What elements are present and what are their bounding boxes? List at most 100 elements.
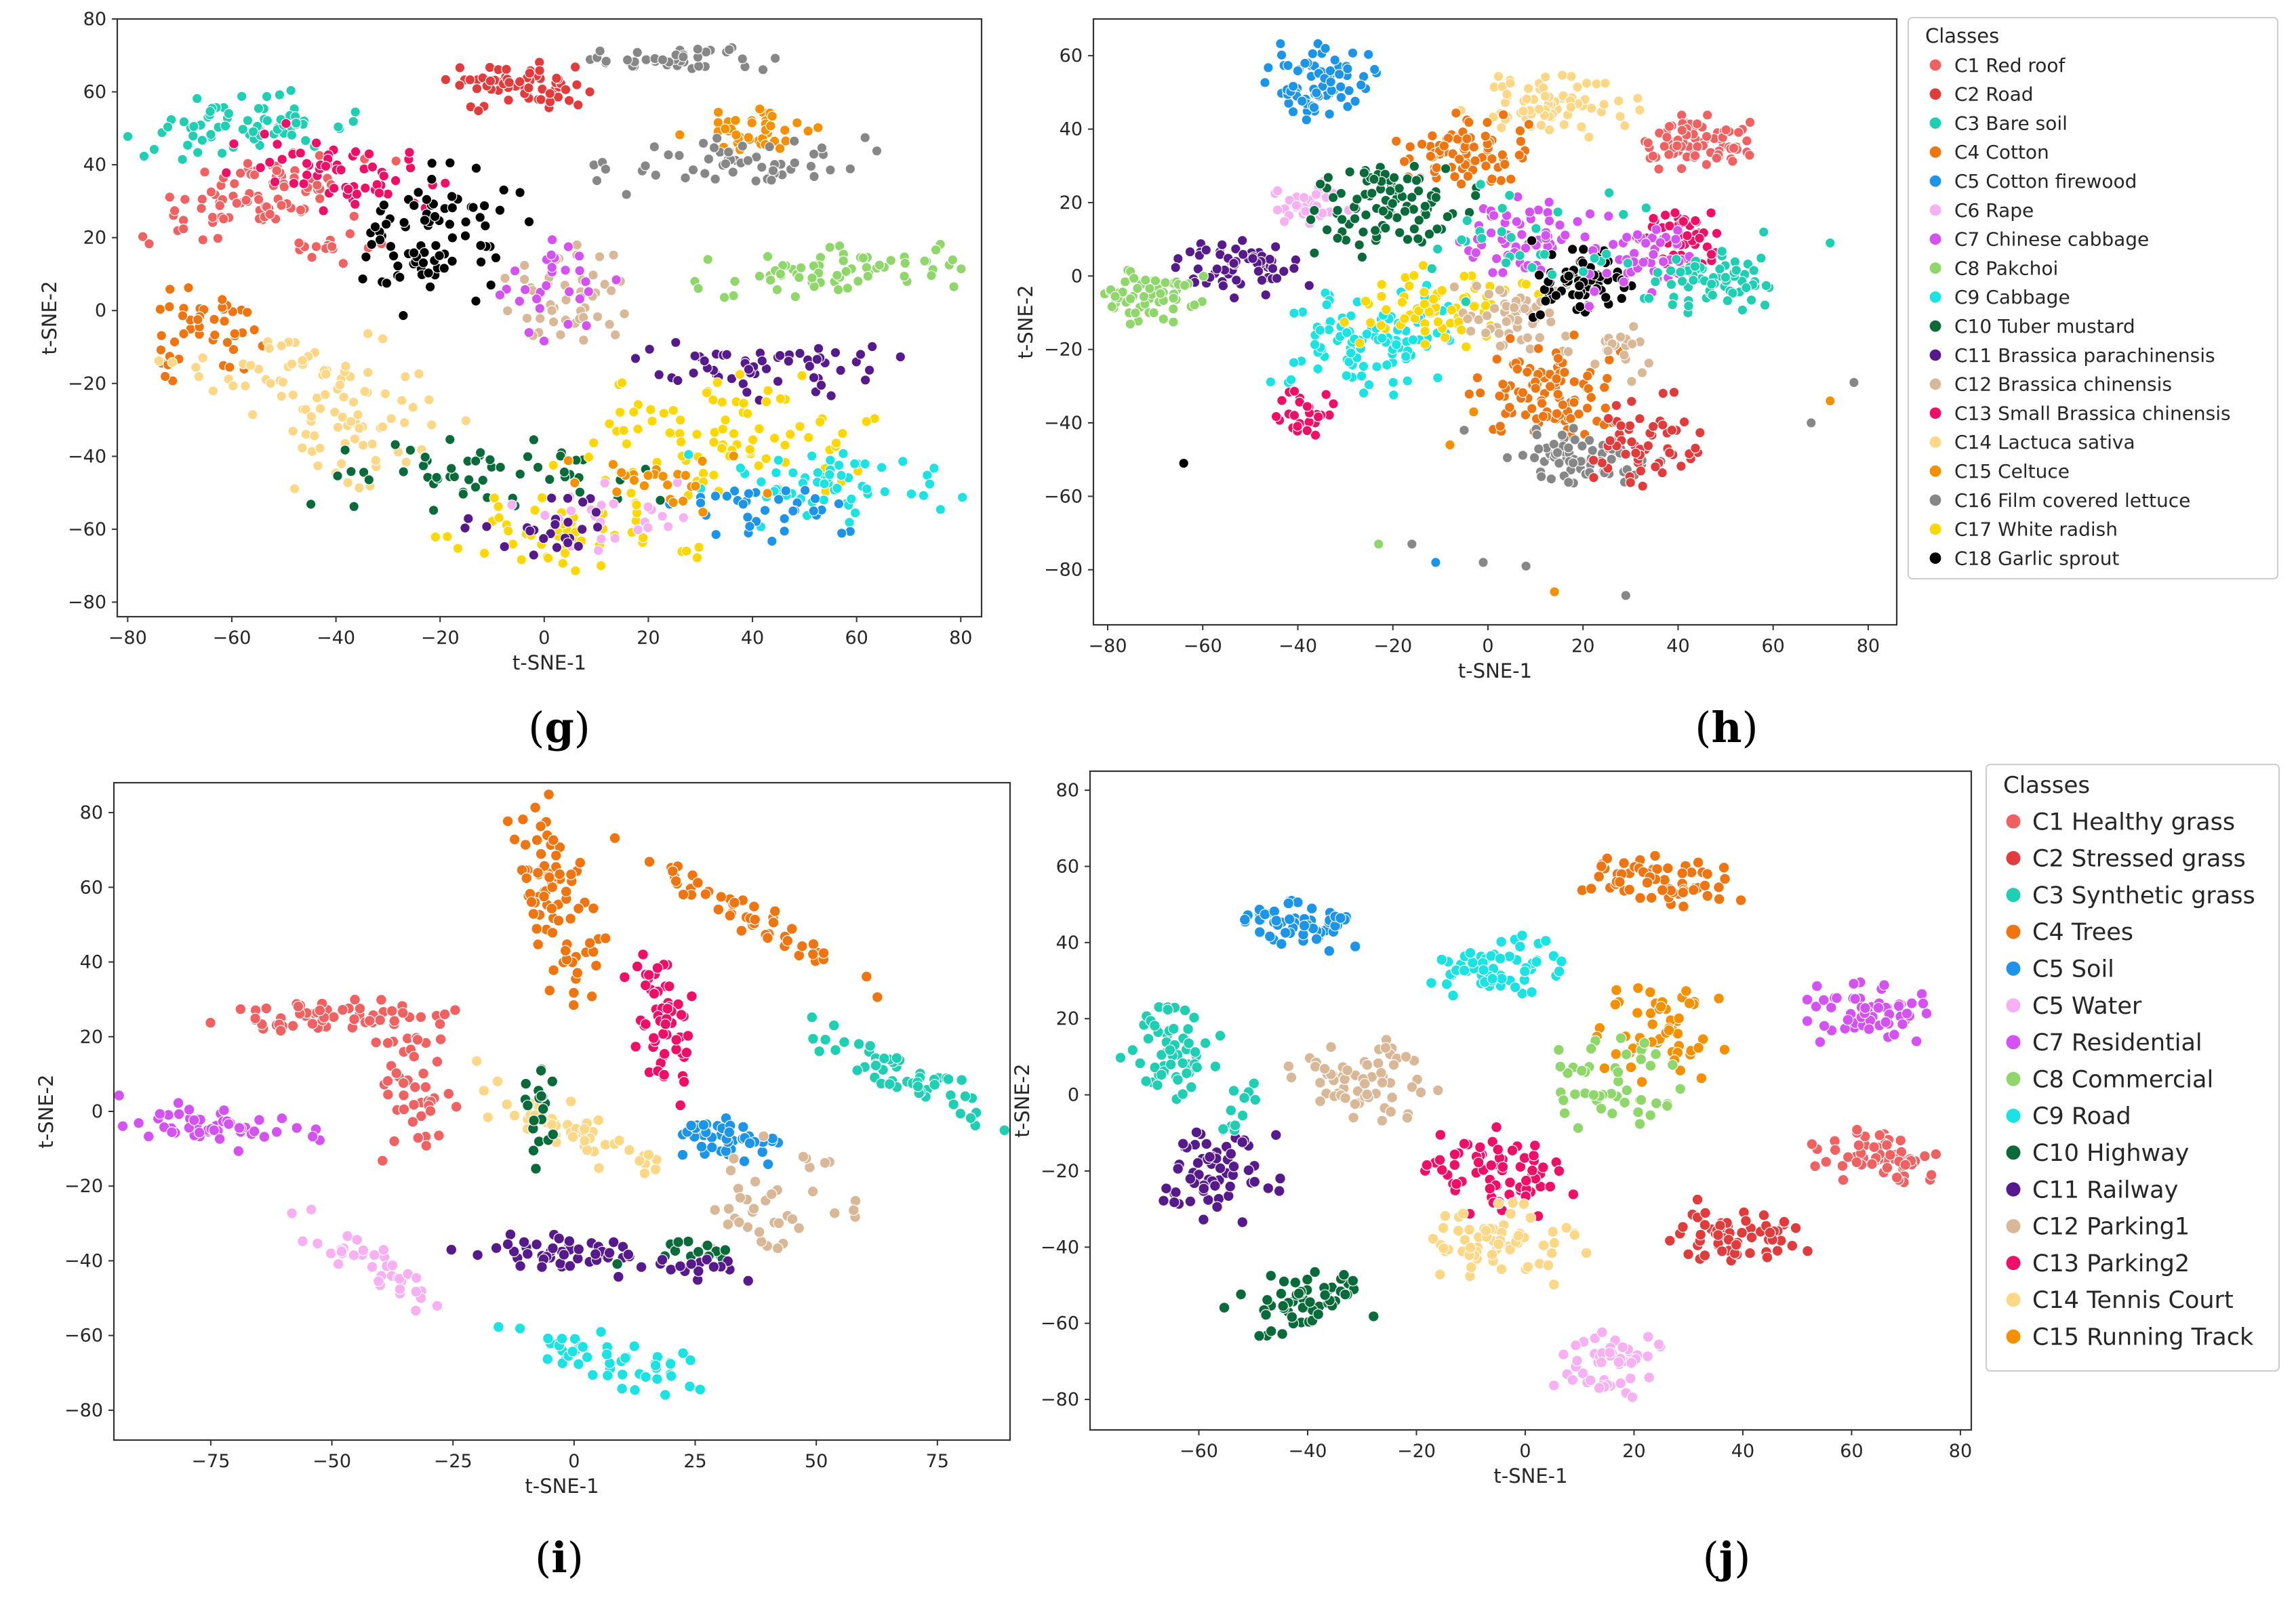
data-point [1620, 590, 1632, 601]
data-point [1520, 279, 1531, 290]
data-point [574, 265, 585, 276]
data-point [1565, 413, 1576, 424]
data-point [485, 454, 496, 466]
data-point [703, 153, 714, 165]
data-point [702, 253, 714, 265]
data-point [1542, 1259, 1554, 1271]
data-point [538, 533, 549, 544]
data-point [1332, 232, 1343, 244]
data-point [1214, 1029, 1226, 1042]
data-point [1893, 1000, 1905, 1012]
data-point [177, 154, 188, 165]
data-point [1582, 370, 1593, 382]
data-point [1778, 1216, 1790, 1228]
data-point [1158, 1195, 1169, 1207]
data-point [1556, 70, 1568, 81]
data-point [837, 428, 848, 439]
data-point [717, 424, 729, 434]
data-point [698, 506, 708, 518]
data-point [754, 104, 765, 115]
data-point [675, 1009, 687, 1021]
legend-label: C4 Trees [2032, 919, 2133, 946]
data-point [274, 89, 285, 100]
data-point [1691, 118, 1703, 129]
data-point [1425, 977, 1437, 989]
data-point [1664, 220, 1675, 232]
data-point [366, 239, 377, 250]
data-point [1569, 1088, 1581, 1101]
data-point [463, 474, 475, 485]
data-point [1678, 416, 1690, 428]
data-point [1526, 235, 1537, 246]
data-point [1290, 254, 1302, 266]
data-point [357, 273, 368, 285]
legend-marker [1929, 117, 1941, 129]
data-point [1522, 367, 1533, 377]
data-point [240, 380, 251, 392]
cluster-c18 [1526, 235, 1637, 323]
data-point [650, 169, 662, 181]
data-point [520, 1078, 532, 1090]
data-point [310, 241, 322, 252]
data-point [241, 306, 253, 318]
data-point [209, 329, 220, 341]
data-point [726, 373, 738, 384]
data-point [475, 240, 486, 251]
data-point [1371, 361, 1382, 372]
legend-item: C14 Tennis Court [2006, 1287, 2234, 1314]
data-point [631, 499, 642, 510]
data-point [420, 1140, 432, 1151]
data-point [564, 1260, 576, 1272]
cluster-c11 [1170, 234, 1315, 304]
data-point [1728, 142, 1739, 154]
data-point [809, 493, 821, 504]
data-point [607, 459, 619, 470]
data-point [394, 272, 405, 283]
data-point [1661, 862, 1674, 874]
data-point [1297, 96, 1308, 106]
data-point [478, 1085, 490, 1096]
data-point [501, 1099, 513, 1110]
data-point [418, 460, 429, 472]
data-point [362, 328, 374, 340]
data-point [342, 184, 354, 194]
data-point [1396, 297, 1408, 308]
data-point [664, 427, 675, 438]
data-point [708, 436, 719, 448]
data-point [764, 141, 775, 152]
legend-item: C6 Rape [1929, 199, 2034, 222]
data-point [1236, 1136, 1249, 1148]
data-point [1341, 370, 1352, 382]
legend-item: C9 Cabbage [1929, 286, 2070, 308]
data-point [1825, 237, 1836, 249]
data-point [235, 1003, 247, 1015]
data-point [1481, 310, 1493, 321]
data-point [670, 337, 681, 348]
legend-item: C4 Cotton [1929, 141, 2049, 163]
data-point [1310, 430, 1321, 440]
data-point [710, 491, 721, 501]
data-point [287, 426, 298, 437]
data-point [1287, 81, 1299, 92]
data-point [1624, 884, 1636, 896]
data-point [820, 1033, 831, 1046]
data-point [1526, 1164, 1538, 1176]
data-point [1278, 1275, 1290, 1288]
data-point [1736, 1227, 1748, 1239]
data-point [604, 319, 615, 330]
data-point [1497, 379, 1508, 390]
data-point [1930, 1148, 1942, 1160]
data-point [592, 545, 604, 556]
data-point [588, 269, 599, 281]
data-point [1735, 894, 1747, 906]
data-point [1321, 224, 1333, 235]
data-point [1177, 1138, 1189, 1150]
data-point [1192, 263, 1204, 274]
data-point [382, 1088, 394, 1101]
data-point [1413, 233, 1424, 245]
data-point [811, 354, 823, 365]
data-point [374, 187, 385, 199]
data-point [1265, 1325, 1277, 1337]
data-point [765, 120, 776, 131]
data-point [1458, 1138, 1470, 1150]
